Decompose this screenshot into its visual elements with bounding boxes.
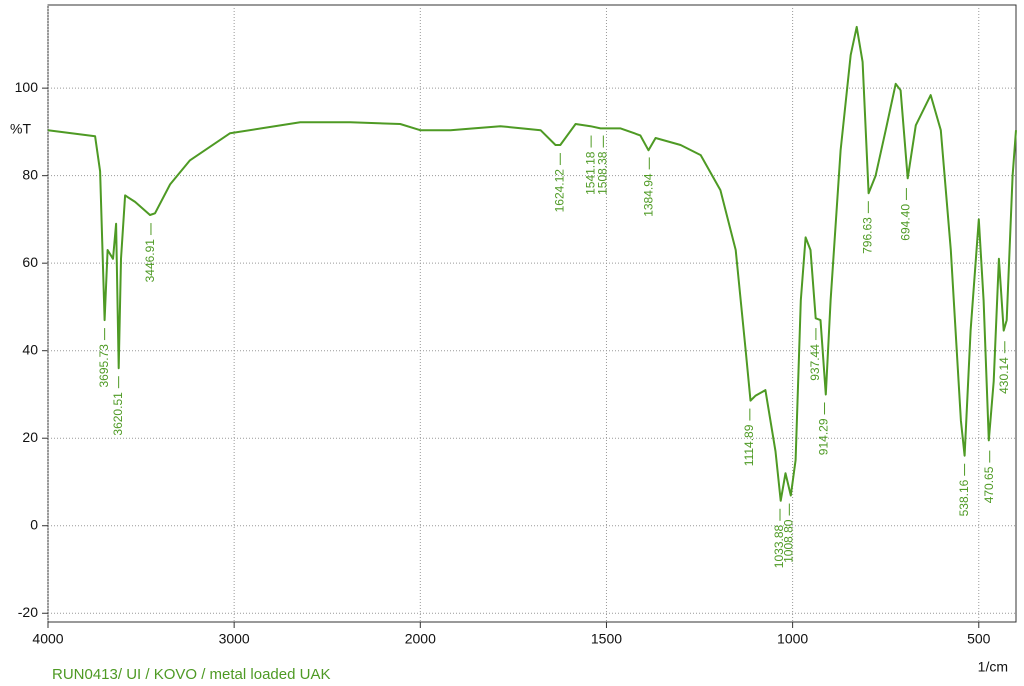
x-tick-label: 4000 (32, 631, 63, 647)
peak-label: 430.14 (997, 357, 1011, 394)
x-tick-label: 2000 (405, 631, 436, 647)
peak-label: 1508.38 (595, 151, 609, 195)
peak-label: 3695.73 (97, 344, 111, 388)
y-tick-label: 40 (22, 341, 38, 357)
peak-label: 3620.51 (111, 392, 125, 436)
x-axis-label: 1/cm (978, 659, 1008, 675)
peak-label: 914.29 (817, 418, 831, 455)
x-tick-label: 1000 (777, 631, 808, 647)
peak-label: 470.65 (982, 466, 996, 503)
peak-label: 1114.89 (742, 424, 756, 466)
y-tick-label: -20 (18, 604, 38, 620)
y-axis-label: %T (10, 121, 31, 137)
peak-label: 796.63 (860, 217, 874, 254)
peak-label: 1541.18 (583, 151, 597, 195)
peak-label: 3446.91 (143, 239, 157, 283)
peak-label: 1008.80 (781, 519, 795, 563)
y-tick-label: 100 (15, 79, 39, 95)
peak-label: 1624.12 (552, 169, 566, 213)
peak-label: 694.40 (899, 204, 913, 241)
x-tick-label: 3000 (219, 631, 250, 647)
plot-frame (47, 4, 1017, 623)
peak-label: 1384.94 (641, 173, 655, 217)
spectrum-line (47, 25, 1017, 502)
x-tick-label: 1500 (591, 631, 622, 647)
x-tick-label: 500 (967, 631, 991, 647)
chart-title: RUN0413/ UI / KOVO / metal loaded UAK (52, 666, 330, 683)
y-tick-label: 60 (22, 254, 38, 270)
y-tick-label: 0 (30, 516, 38, 532)
peak-label: 1033.88 (772, 524, 786, 568)
y-tick-label: 80 (22, 166, 38, 182)
peak-label: 538.16 (957, 479, 971, 516)
peak-label: 937.44 (808, 344, 822, 381)
y-tick-label: 20 (22, 429, 38, 445)
